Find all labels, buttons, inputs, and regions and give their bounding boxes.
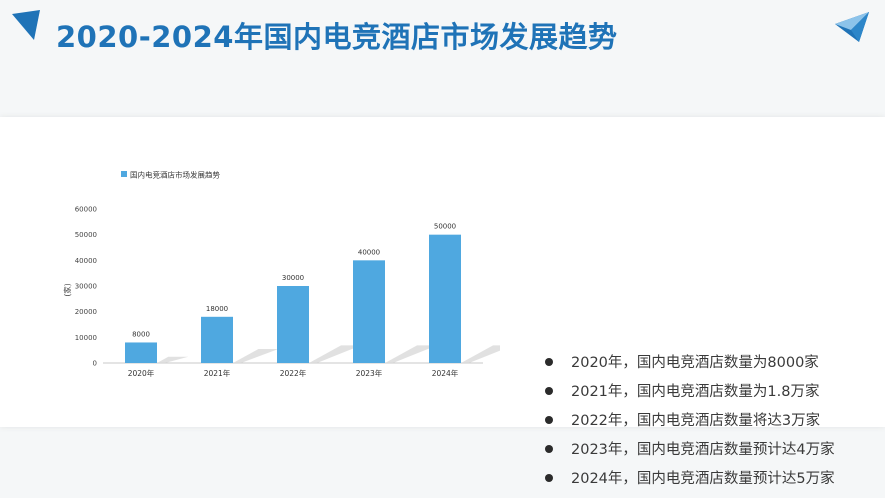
bullet-item: 2020年，国内电竞酒店数量为8000家 — [545, 347, 835, 376]
data-label: 18000 — [206, 305, 228, 313]
x-tick-label: 2021年 — [204, 368, 231, 378]
bar-shadows — [157, 345, 500, 363]
bar — [277, 286, 309, 363]
y-tick-label: 40000 — [75, 257, 97, 265]
bar-shadow — [385, 345, 437, 363]
blue-triangle-fold-icon — [12, 10, 40, 40]
x-tick-label: 2020年 — [128, 368, 155, 378]
x-tick-label: 2023年 — [356, 368, 383, 378]
y-tick-label: 50000 — [75, 231, 97, 239]
bar-shadow — [233, 349, 279, 363]
data-label: 40000 — [358, 248, 380, 256]
bullet-item: 2023年，国内电竞酒店数量预计达4万家 — [545, 434, 835, 463]
x-tick-label: 2022年 — [280, 368, 307, 378]
bullet-text: 2024年，国内电竞酒店数量预计达5万家 — [571, 471, 835, 487]
blue-paper-plane-icon — [835, 12, 869, 42]
bar-chart: 国内电竞酒店市场发展趋势 0 10000 20000 30000 40000 50000 6… — [62, 170, 500, 378]
bullet-item: 2024年，国内电竞酒店数量预计达5万家 — [545, 463, 835, 492]
bullet-text: 2023年，国内电竞酒店数量预计达4万家 — [571, 442, 835, 458]
y-tick-label: 10000 — [75, 334, 97, 342]
bullet-dot-icon — [545, 444, 553, 453]
bullet-text: 2020年，国内电竞酒店数量为8000家 — [571, 355, 819, 371]
content-panel: 国内电竞酒店市场发展趋势 0 10000 20000 30000 40000 50000 6… — [0, 117, 885, 487]
bar — [429, 234, 461, 363]
y-tick-label: 60000 — [75, 206, 97, 214]
chart-legend: 国内电竞酒店市场发展趋势 — [121, 170, 220, 180]
data-label: 50000 — [434, 223, 456, 231]
y-tick-label: 20000 — [75, 308, 97, 316]
y-tick-label: 0 — [93, 360, 97, 368]
page-title: 2020-2024年国内电竞酒店市场发展趋势 — [56, 20, 618, 54]
bar-shadow — [309, 345, 361, 363]
bullet-dot-icon — [545, 473, 553, 482]
bullet-dot-icon — [545, 415, 553, 424]
bullet-text: 2022年，国内电竞酒店数量将达3万家 — [571, 413, 821, 429]
y-axis: 0 10000 20000 30000 40000 50000 60000 (家) — [62, 206, 97, 368]
data-labels: 8000 18000 30000 40000 50000 — [132, 223, 456, 339]
data-label: 30000 — [282, 274, 304, 282]
legend-label: 国内电竞酒店市场发展趋势 — [130, 170, 220, 180]
bullet-dot-icon — [545, 386, 553, 395]
x-tick-label: 2024年 — [432, 368, 459, 378]
bars — [125, 234, 461, 363]
bullet-text: 2021年，国内电竞酒店数量为1.8万家 — [571, 384, 820, 400]
y-tick-label: 30000 — [75, 283, 97, 291]
bullet-dot-icon — [545, 357, 553, 366]
legend-swatch — [121, 171, 127, 177]
bar — [353, 260, 385, 363]
summary-list: 2020年，国内电竞酒店数量为8000家 2021年，国内电竞酒店数量为1.8万家… — [545, 347, 835, 492]
x-axis: 2020年 2021年 2022年 2023年 2024年 — [103, 362, 483, 378]
bullet-item: 2021年，国内电竞酒店数量为1.8万家 — [545, 376, 835, 405]
bar — [201, 316, 233, 363]
bullet-item: 2022年，国内电竞酒店数量将达3万家 — [545, 405, 835, 434]
data-label: 8000 — [132, 330, 150, 338]
bar-shadow — [461, 345, 500, 363]
bar-shadow — [157, 356, 189, 363]
bar — [125, 342, 157, 363]
y-axis-title: (家) — [62, 283, 72, 296]
